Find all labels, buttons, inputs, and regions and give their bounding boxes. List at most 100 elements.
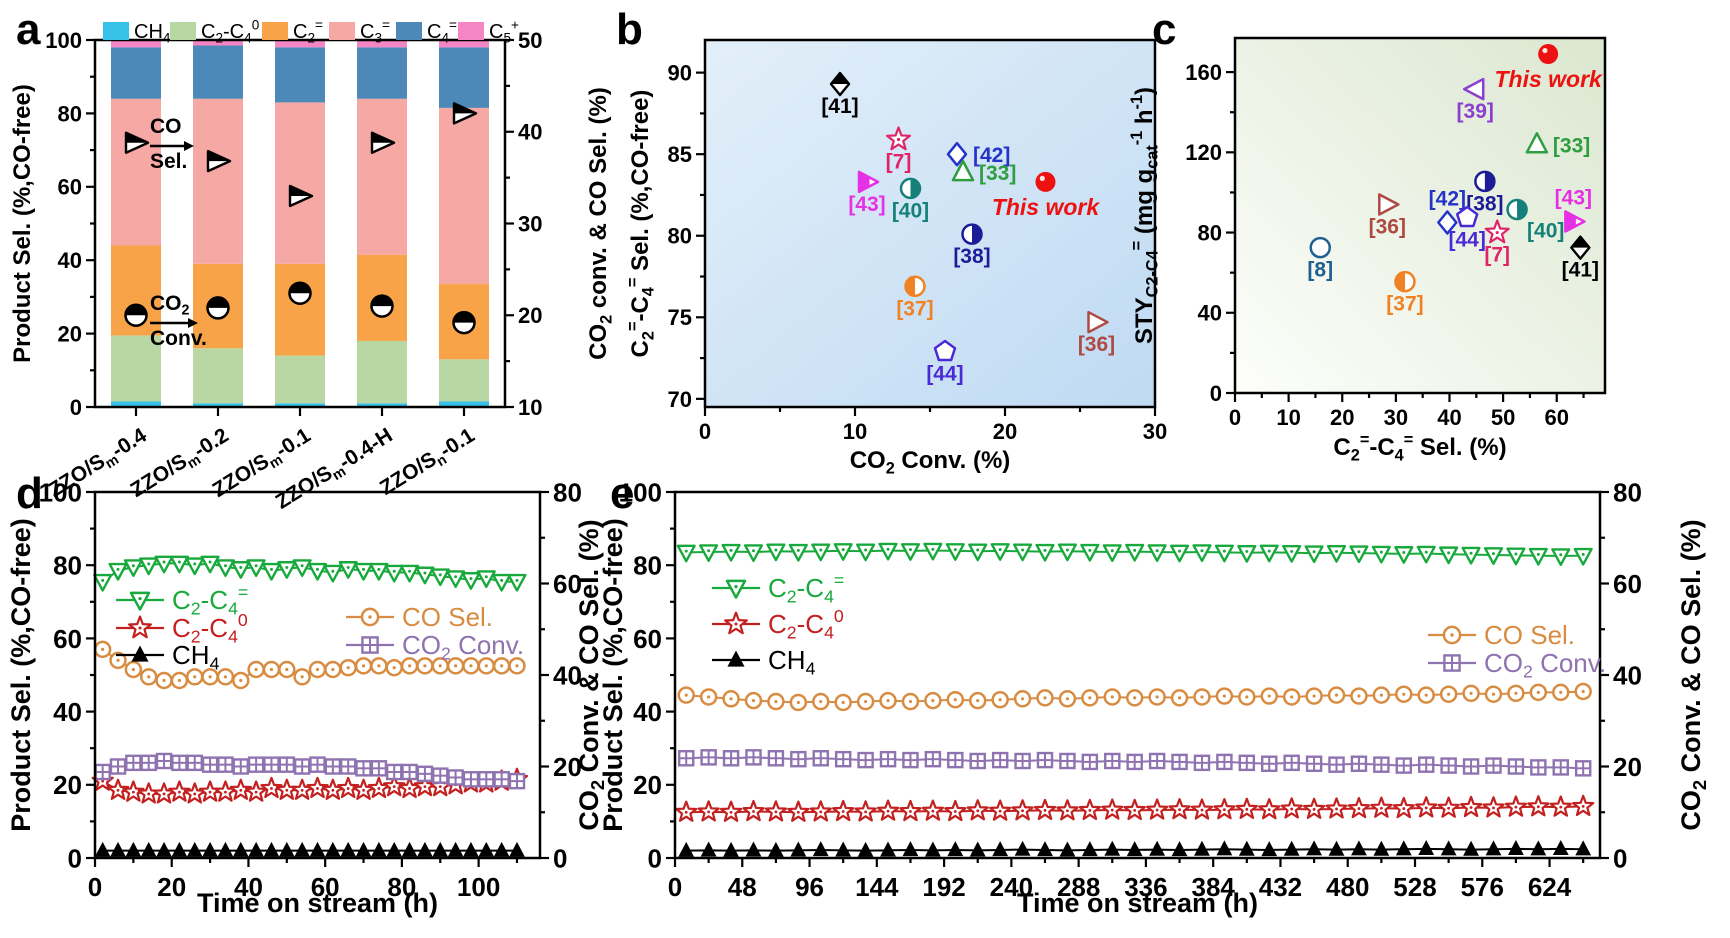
svg-text:CO2 Conv. & CO Sel. (%): CO2 Conv. & CO Sel. (%) (574, 519, 608, 830)
svg-text:100: 100 (39, 477, 82, 507)
svg-text:CO2 Conv. (%): CO2 Conv. (%) (850, 447, 1011, 477)
svg-text:This work: This work (1494, 66, 1603, 92)
series-left (676, 542, 1593, 567)
svg-text:[44]: [44] (1449, 229, 1486, 252)
overlay-markers (124, 102, 478, 335)
svg-text:20: 20 (53, 770, 82, 800)
data-point: [44] (1449, 205, 1486, 252)
svg-text:CO Sel.: CO Sel. (402, 602, 493, 632)
svg-text:[42]: [42] (973, 144, 1010, 167)
svg-text:STYC2-C4= (mg gcat-1 h-1): STYC2-C4= (mg gcat-1 h-1) (1128, 87, 1161, 344)
svg-text:40: 40 (1437, 405, 1461, 430)
svg-text:75: 75 (668, 305, 692, 330)
bars (111, 40, 489, 407)
svg-text:20: 20 (1330, 405, 1354, 430)
data-point: [41] (1562, 235, 1599, 282)
data-point: [39] (1457, 77, 1494, 123)
svg-text:[41]: [41] (821, 95, 858, 118)
svg-text:480: 480 (1326, 872, 1369, 902)
bar-stack (439, 40, 489, 407)
series-left (675, 794, 1595, 822)
series-right (677, 749, 1592, 777)
axes: 0 10 20 30 70 75 80 85 90 (668, 38, 1167, 444)
data-point: [37] (896, 275, 934, 320)
chart-c: 0 10 20 30 40 50 60 0 40 80 120 160 C2=-C4= Sel. (%)… (1128, 36, 1607, 464)
axes: 0 20 40 60 80 100 0 20 40 60 80 100 0 20 40 60 80 (39, 477, 582, 902)
series-left (93, 555, 527, 592)
svg-text:[41]: [41] (1562, 259, 1599, 282)
svg-text:0: 0 (668, 872, 682, 902)
svg-text:20: 20 (58, 322, 82, 347)
svg-text:80: 80 (58, 101, 82, 126)
svg-text:20: 20 (1613, 752, 1642, 782)
svg-text:60: 60 (311, 872, 340, 902)
series-left (678, 840, 1592, 857)
svg-text:60: 60 (1613, 569, 1642, 599)
data-point: [36] (1078, 310, 1115, 356)
svg-text:CO2 conv. & CO Sel. (%): CO2 conv. & CO Sel. (%) (585, 87, 615, 360)
svg-text:[40]: [40] (1527, 219, 1564, 242)
series-right (93, 640, 526, 690)
series (91, 555, 529, 857)
svg-text:C3=: C3= (360, 18, 390, 46)
svg-text:100: 100 (457, 872, 500, 902)
svg-text:[42]: [42] (1429, 188, 1466, 211)
svg-text:20: 20 (993, 419, 1017, 444)
svg-text:[43]: [43] (848, 193, 885, 216)
svg-text:[36]: [36] (1369, 215, 1406, 238)
series-right (677, 682, 1592, 712)
svg-text:C2=-C4= Sel. (%,CO-free): C2=-C4= Sel. (%,CO-free) (624, 90, 657, 358)
svg-text:CO Sel.: CO Sel. (1484, 620, 1575, 650)
svg-text:80: 80 (387, 872, 416, 902)
svg-text:CO2 Conv. & CO Sel. (%): CO2 Conv. & CO Sel. (%) (1676, 519, 1710, 830)
svg-text:60: 60 (553, 569, 582, 599)
svg-text:336: 336 (1124, 872, 1167, 902)
svg-text:40: 40 (234, 872, 263, 902)
svg-text:20: 20 (633, 770, 662, 800)
svg-text:Product Sel. (%,CO-free): Product Sel. (%,CO-free) (6, 518, 36, 832)
svg-text:[43]: [43] (1555, 187, 1592, 210)
series-right (94, 752, 526, 790)
data-point: [7] (886, 126, 911, 173)
svg-text:60: 60 (1544, 405, 1568, 430)
svg-text:0: 0 (699, 419, 711, 444)
bar-stack (357, 40, 407, 407)
data-point: [40] (1506, 198, 1564, 242)
svg-text:432: 432 (1259, 872, 1302, 902)
bar-stack (193, 40, 243, 407)
svg-text:80: 80 (668, 224, 692, 249)
panel-e-letter: e (610, 469, 635, 518)
data-point: [43] (1555, 187, 1592, 233)
svg-text:0: 0 (70, 395, 82, 420)
panel-b-letter: b (616, 5, 643, 54)
svg-text:10: 10 (1276, 405, 1300, 430)
svg-text:Time on stream (h): Time on stream (h) (197, 888, 438, 918)
data-point: [38] (1466, 170, 1504, 215)
svg-text:60: 60 (633, 624, 662, 654)
svg-text:C2-C40: C2-C40 (201, 18, 260, 46)
axes: 0 48 96 144 192 240 288 336 384 432 480 528 576 624 0 2… (619, 477, 1642, 902)
svg-text:30: 30 (1384, 405, 1408, 430)
chart-a: 0 20 40 60 80 100 10 20 30 40 50 ZZO/Sm-0.4ZZO/Sm-0… (9, 18, 615, 514)
svg-text:CO2 Conv.: CO2 Conv. (402, 630, 524, 664)
data-point: This work (1494, 44, 1603, 92)
svg-text:This work: This work (992, 194, 1101, 220)
svg-text:240: 240 (990, 872, 1033, 902)
svg-text:C2=-C4= Sel. (%): C2=-C4= Sel. (%) (1333, 431, 1506, 464)
data-points: [41] [7] [42][33] [43] [40] This work [38] [37]… (821, 71, 1115, 386)
annotations-a: CO Sel. CO2 Conv. (150, 115, 207, 350)
svg-text:90: 90 (668, 61, 692, 86)
svg-text:Product Sel. (%,CO-free): Product Sel. (%,CO-free) (9, 84, 36, 363)
svg-text:CO: CO (150, 115, 182, 138)
data-point: [44] (926, 339, 964, 386)
data-point: [38] (953, 223, 991, 268)
svg-text:[38]: [38] (1466, 192, 1503, 215)
svg-text:C2=: C2= (293, 18, 323, 46)
svg-text:50: 50 (518, 28, 542, 53)
svg-text:40: 40 (1613, 660, 1642, 690)
svg-text:624: 624 (1528, 872, 1572, 902)
data-point: [42] (1429, 188, 1466, 235)
svg-text:80: 80 (1198, 220, 1222, 245)
svg-text:Conv.: Conv. (150, 327, 207, 350)
